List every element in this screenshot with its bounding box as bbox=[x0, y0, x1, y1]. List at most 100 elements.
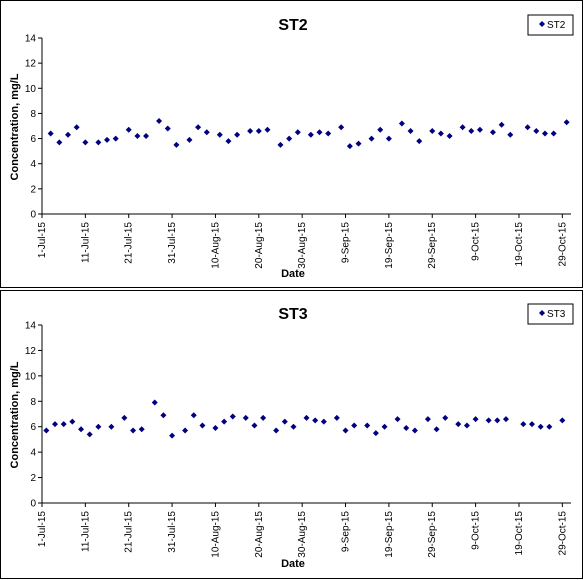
data-point bbox=[498, 121, 505, 128]
data-point bbox=[342, 427, 349, 434]
plot-area: 0 2 4 6 8 10 12 14 1-Jul-15 11-Jul-15 21-Jul-15 31-… bbox=[25, 34, 571, 269]
data-point bbox=[424, 416, 431, 423]
data-point bbox=[95, 139, 102, 146]
x-tick-label: 1-Jul-15 bbox=[37, 511, 48, 548]
data-point bbox=[69, 418, 76, 425]
data-point bbox=[446, 133, 453, 140]
y-tick-label: 6 bbox=[30, 422, 36, 433]
data-point bbox=[316, 129, 323, 136]
data-point bbox=[173, 141, 180, 148]
data-point bbox=[160, 412, 167, 419]
data-point bbox=[411, 427, 418, 434]
data-point bbox=[277, 141, 284, 148]
data-point bbox=[104, 136, 111, 143]
legend-marker-icon bbox=[539, 21, 545, 27]
data-point bbox=[294, 129, 301, 136]
y-tick-label: 10 bbox=[25, 84, 37, 95]
x-tick-label: 20-Aug-15 bbox=[254, 222, 265, 269]
x-tick-label: 1-Jul-15 bbox=[37, 222, 48, 259]
data-point bbox=[186, 136, 193, 143]
x-tick-label: 9-Oct-15 bbox=[471, 511, 482, 550]
data-point bbox=[221, 418, 228, 425]
y-tick-label: 14 bbox=[25, 34, 37, 45]
data-point bbox=[338, 124, 345, 131]
data-point bbox=[355, 140, 362, 147]
data-point bbox=[251, 422, 258, 429]
data-point bbox=[485, 417, 492, 424]
data-point bbox=[234, 131, 241, 138]
chart-title: ST2 bbox=[278, 17, 307, 34]
data-point bbox=[43, 427, 50, 434]
data-point bbox=[95, 423, 102, 430]
data-point bbox=[134, 133, 141, 140]
data-point bbox=[364, 422, 371, 429]
data-point bbox=[216, 131, 223, 138]
legend-box bbox=[527, 303, 574, 325]
data-point bbox=[260, 414, 267, 421]
data-point bbox=[377, 126, 384, 133]
y-axis-title: Concentration, mg/L bbox=[9, 361, 21, 468]
x-tick-label: 19-Sep-15 bbox=[384, 511, 395, 558]
data-point bbox=[346, 143, 353, 150]
data-point bbox=[459, 124, 466, 131]
data-point bbox=[151, 399, 158, 406]
data-point bbox=[394, 416, 401, 423]
y-axis-title: Concentration, mg/L bbox=[9, 73, 21, 180]
data-point bbox=[407, 128, 414, 135]
data-point bbox=[203, 129, 210, 136]
data-point bbox=[307, 131, 314, 138]
legend-label: ST2 bbox=[547, 20, 566, 31]
data-point bbox=[494, 417, 501, 424]
legend: ST3 bbox=[527, 303, 574, 325]
x-tick-label: 9-Sep-15 bbox=[341, 511, 352, 553]
data-point bbox=[52, 421, 59, 428]
data-point bbox=[290, 423, 297, 430]
y-tick-label: 0 bbox=[30, 499, 36, 510]
y-tick-label: 6 bbox=[30, 134, 36, 145]
x-tick-label: 11-Jul-15 bbox=[80, 222, 91, 263]
y-tick-label: 2 bbox=[30, 184, 36, 195]
x-tick-label: 21-Jul-15 bbox=[124, 222, 135, 264]
data-point bbox=[247, 128, 254, 135]
data-point bbox=[533, 128, 540, 135]
data-point bbox=[550, 130, 557, 137]
data-point bbox=[546, 423, 553, 430]
data-point bbox=[273, 427, 280, 434]
data-point bbox=[164, 125, 171, 132]
data-point bbox=[320, 418, 327, 425]
data-point bbox=[472, 416, 479, 423]
data-point bbox=[86, 431, 93, 438]
data-point bbox=[524, 124, 531, 131]
plot-area: 0 2 4 6 8 10 12 14 1-Jul-15 11-Jul-15 21-Jul-15 31-… bbox=[25, 321, 571, 558]
x-tick-label: 10-Aug-15 bbox=[210, 511, 221, 558]
data-point bbox=[47, 130, 54, 137]
data-point bbox=[528, 421, 535, 428]
data-point bbox=[130, 427, 137, 434]
data-point bbox=[541, 130, 548, 137]
data-point bbox=[195, 124, 202, 131]
y-tick-label: 4 bbox=[30, 159, 36, 170]
data-point bbox=[559, 417, 566, 424]
data-point bbox=[368, 135, 375, 142]
x-tick-label: 19-Oct-15 bbox=[514, 222, 525, 267]
data-point bbox=[502, 416, 509, 423]
chart-st2: ST2 ST2 Date Concentration, mg/L 0 2 4 6 8 10… bbox=[9, 14, 574, 280]
x-tick-label: 19-Sep-15 bbox=[384, 222, 395, 269]
x-tick-label: 29-Sep-15 bbox=[427, 222, 438, 269]
data-point bbox=[225, 138, 232, 145]
data-point bbox=[56, 139, 63, 146]
legend-box bbox=[527, 14, 574, 36]
data-point bbox=[433, 426, 440, 433]
data-point bbox=[125, 126, 132, 133]
data-point bbox=[520, 421, 527, 428]
data-point bbox=[229, 413, 236, 420]
data-point bbox=[108, 423, 115, 430]
data-point bbox=[138, 426, 145, 433]
data-point bbox=[281, 418, 288, 425]
data-point bbox=[156, 117, 163, 124]
y-tick-label: 8 bbox=[30, 397, 36, 408]
data-point bbox=[385, 135, 392, 142]
data-point bbox=[468, 128, 475, 135]
x-tick-label: 11-Jul-15 bbox=[80, 511, 91, 552]
data-point bbox=[403, 424, 410, 431]
